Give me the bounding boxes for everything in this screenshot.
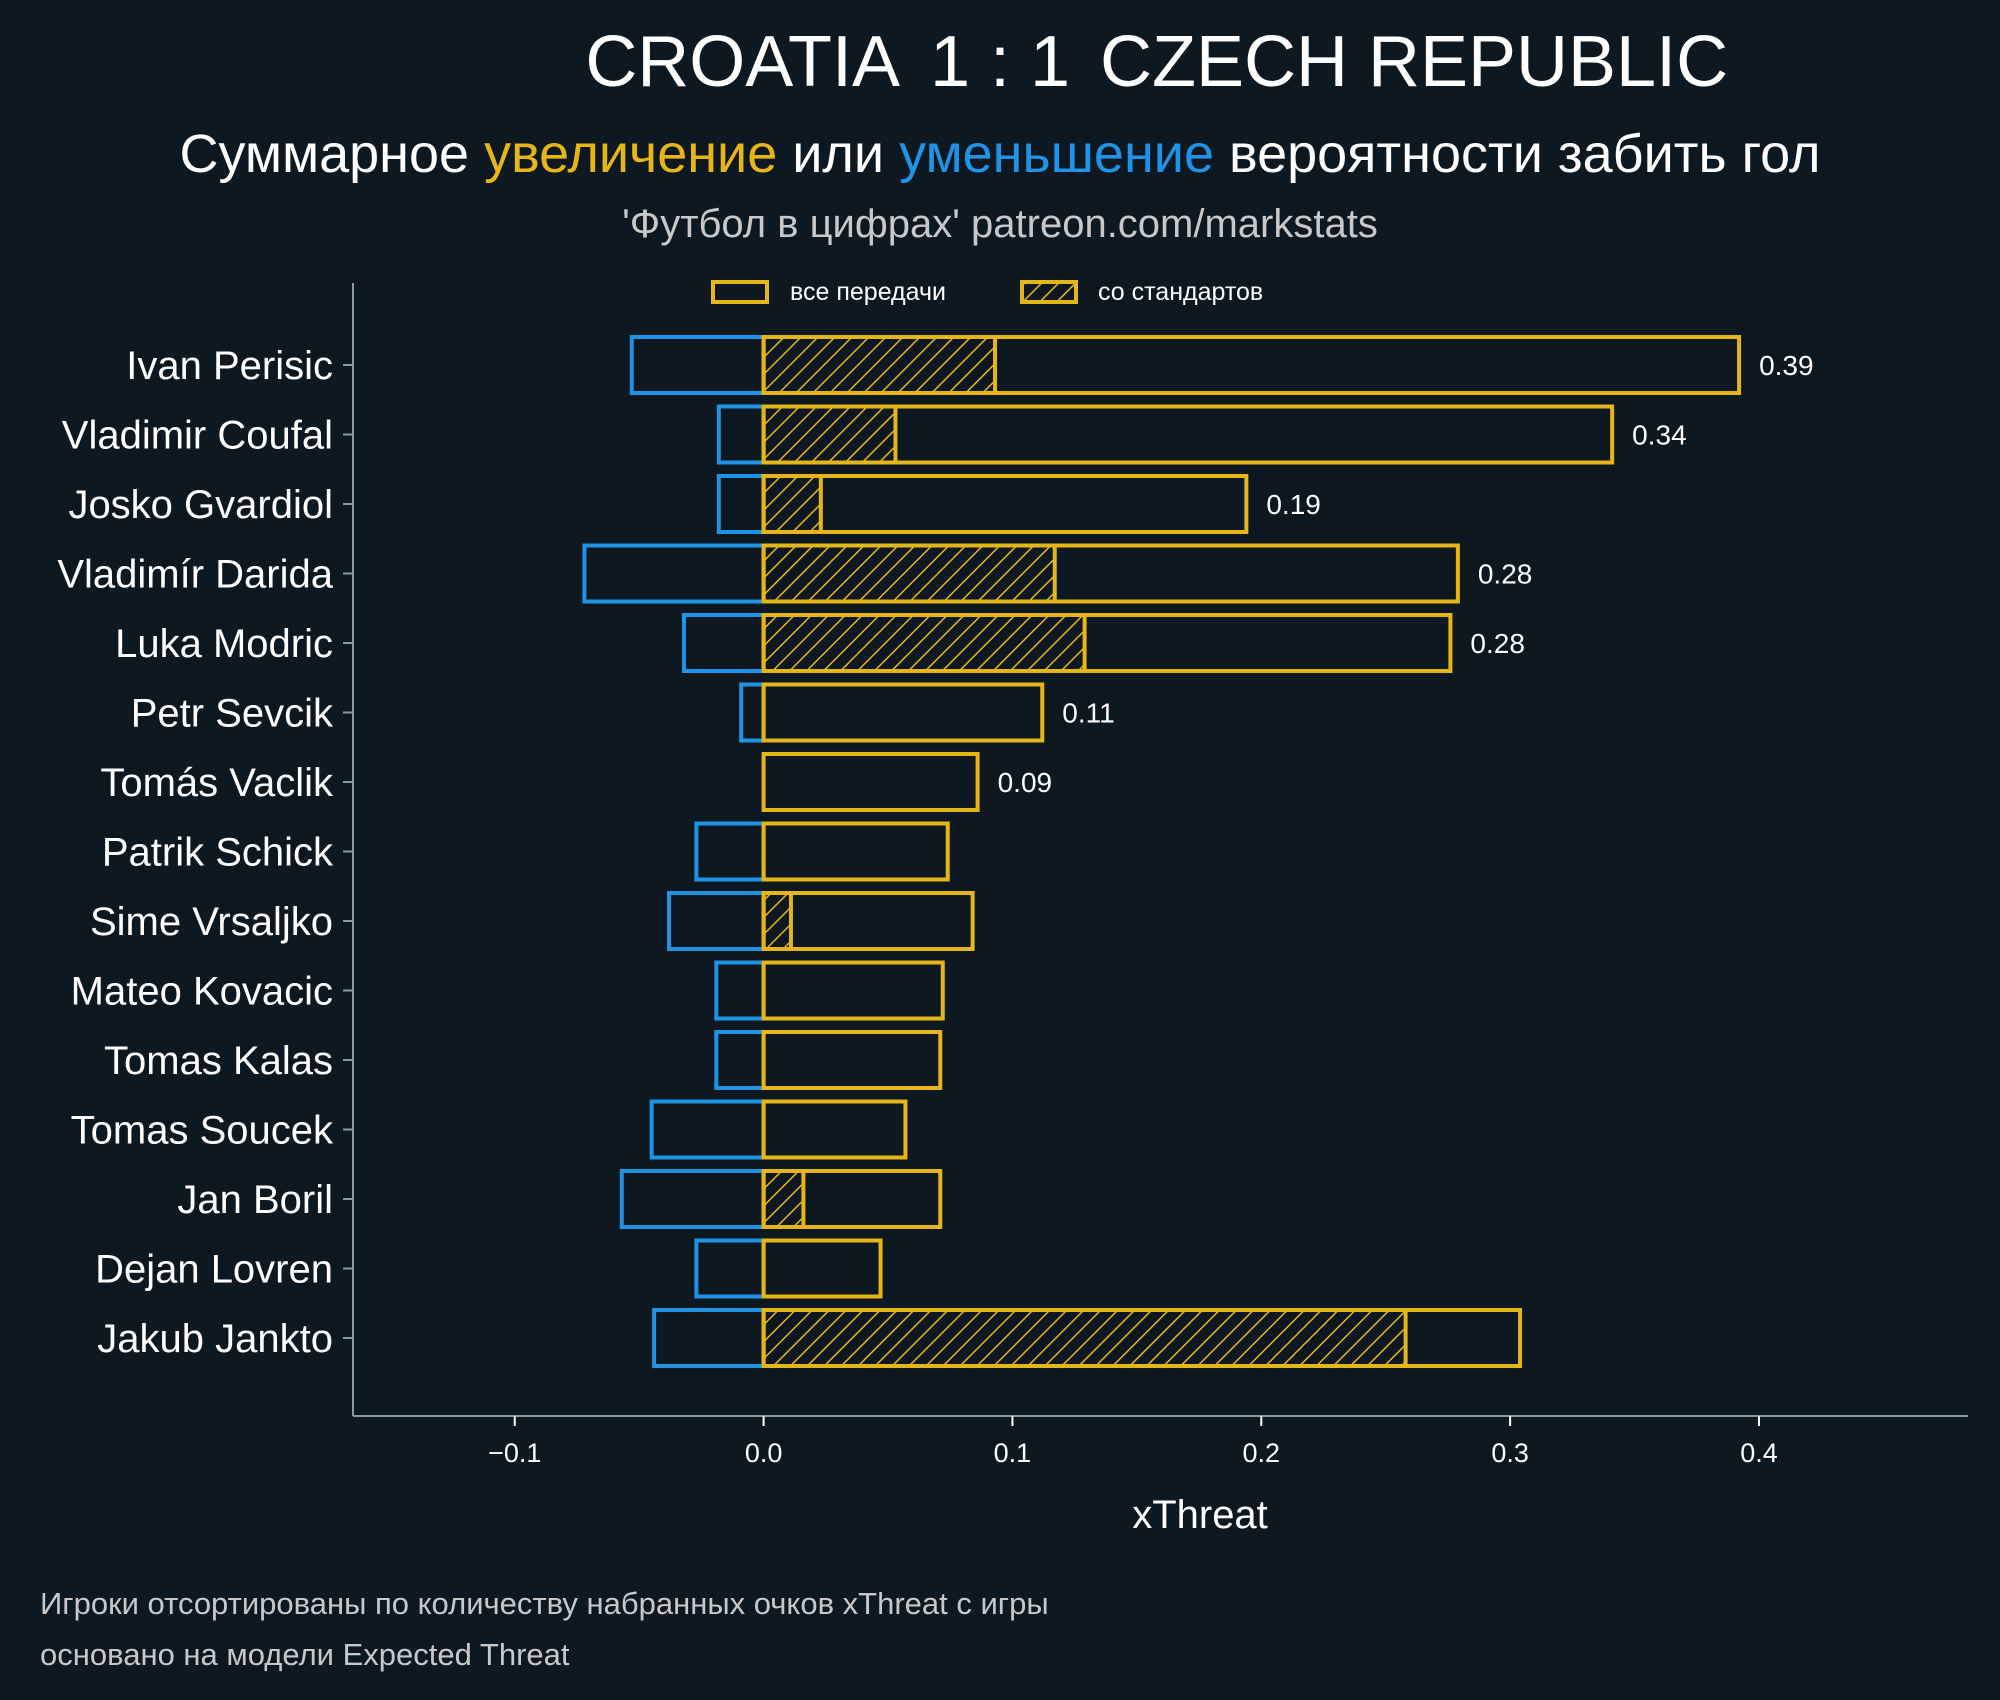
subtitle-part: Суммарное bbox=[179, 124, 484, 184]
bar-set-pieces bbox=[761, 1308, 1408, 1368]
y-tick-label: Mateo Kovacic bbox=[71, 970, 333, 1014]
legend-label-set-pieces: со стандартов bbox=[1098, 278, 1263, 306]
x-tick-label: 0.4 bbox=[1740, 1438, 1778, 1468]
value-label: 0.11 bbox=[1062, 698, 1114, 729]
bar-positive bbox=[761, 474, 1249, 534]
x-tick-label: 0.3 bbox=[1491, 1438, 1529, 1468]
footer-note-2: основано на модели Expected Threat bbox=[40, 1637, 570, 1672]
home-team: CROATIA bbox=[585, 22, 900, 102]
bar-set-pieces bbox=[761, 335, 998, 395]
legend-swatch-all bbox=[711, 280, 769, 304]
value-label: 0.39 bbox=[1759, 350, 1814, 381]
legend-label-all: все передачи bbox=[790, 278, 946, 306]
value-label: 0.28 bbox=[1478, 559, 1533, 590]
subtitle-decrease: уменьшение bbox=[899, 124, 1214, 184]
bar-positive bbox=[761, 1308, 1523, 1368]
y-tick-label: Jan Boril bbox=[177, 1178, 333, 1222]
bar-set-pieces bbox=[761, 1169, 806, 1229]
footer-note-1: Игроки отсортированы по количеству набра… bbox=[40, 1586, 1049, 1621]
y-tick-label: Jakub Jankto bbox=[97, 1317, 333, 1361]
value-label: 0.28 bbox=[1470, 628, 1525, 659]
subtitle-part: вероятности забить гол bbox=[1214, 124, 1821, 184]
title: CROATIA 1 : 1 CZECH REPUBLIC bbox=[585, 22, 1728, 102]
legend-swatch-set-pieces bbox=[1020, 280, 1078, 304]
bar-positive bbox=[761, 1169, 943, 1229]
bar-positive bbox=[761, 404, 1615, 465]
bar-positive bbox=[761, 335, 1742, 395]
x-axis-label: xThreat bbox=[1132, 1493, 1268, 1537]
bar-set-pieces bbox=[761, 891, 793, 951]
y-tick-label: Josko Gvardiol bbox=[68, 483, 333, 527]
bar-positive bbox=[761, 891, 975, 951]
bar-positive bbox=[761, 752, 980, 812]
bar-set-pieces bbox=[761, 613, 1087, 673]
y-tick-label: Vladimir Coufal bbox=[62, 414, 333, 458]
bar-positive bbox=[761, 1238, 883, 1299]
y-tick-label: Ivan Perisic bbox=[126, 344, 333, 388]
y-tick-label: Sime Vrsaljko bbox=[90, 900, 333, 944]
x-tick-label: 0.2 bbox=[1243, 1438, 1281, 1468]
subtitle: Суммарное увеличение или уменьшение веро… bbox=[179, 124, 1820, 184]
credit: 'Футбол в цифрах' patreon.com/markstats bbox=[622, 202, 1378, 246]
y-tick-label: Vladimír Darida bbox=[57, 553, 333, 597]
bar-positive bbox=[761, 1030, 943, 1090]
bar-set-pieces bbox=[761, 543, 1057, 604]
bar-positive bbox=[761, 821, 950, 882]
bar-positive bbox=[761, 613, 1453, 673]
bar-set-pieces bbox=[761, 474, 823, 534]
y-tick-label: Luka Modric bbox=[115, 622, 333, 666]
bar-positive bbox=[761, 682, 1045, 743]
legend: все передачи со стандартов bbox=[711, 278, 1263, 306]
x-tick-label: 0.1 bbox=[994, 1438, 1032, 1468]
value-label: 0.19 bbox=[1266, 489, 1321, 520]
y-tick-label: Patrik Schick bbox=[102, 831, 334, 875]
y-tick-label: Dejan Lovren bbox=[95, 1248, 333, 1292]
value-label: 0.09 bbox=[998, 767, 1053, 798]
y-tick-label: Tomas Soucek bbox=[71, 1109, 334, 1153]
y-tick-label: Tomas Kalas bbox=[104, 1039, 333, 1083]
bar-set-pieces bbox=[761, 404, 898, 465]
y-tick-label: Tomás Vaclik bbox=[100, 761, 334, 805]
away-team: CZECH REPUBLIC bbox=[1100, 22, 1728, 102]
bars: 0.39 0.34 0.19 0.28 0.28 0.11 0.09 bbox=[582, 335, 1814, 1368]
y-axis-ticks: Ivan Perisic Vladimir Coufal Josko Gvardio… bbox=[57, 344, 353, 1361]
subtitle-part: или bbox=[777, 124, 899, 184]
score: 1 : 1 bbox=[930, 22, 1070, 102]
value-label: 0.34 bbox=[1632, 420, 1687, 451]
bar-positive bbox=[761, 1099, 908, 1160]
x-tick-label: −0.1 bbox=[488, 1438, 541, 1468]
y-tick-label: Petr Sevcik bbox=[131, 692, 334, 736]
x-tick-label: 0.0 bbox=[745, 1438, 783, 1468]
x-axis-ticks: −0.1 0.0 0.1 0.2 0.3 0.4 bbox=[488, 1416, 1778, 1468]
bar-positive bbox=[761, 543, 1460, 604]
bar-positive bbox=[761, 960, 945, 1021]
subtitle-increase: увеличение bbox=[484, 124, 777, 184]
